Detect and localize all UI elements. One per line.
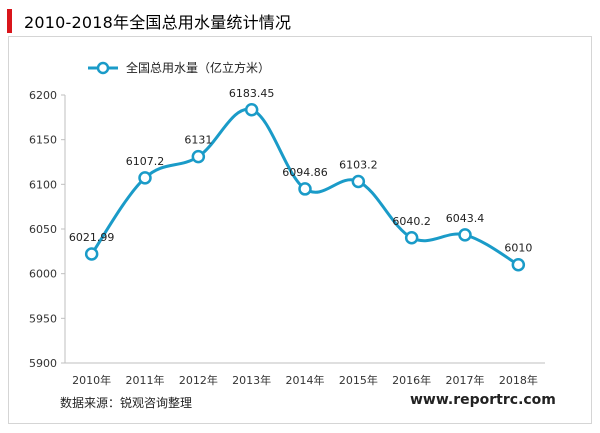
y-tick-label: 6100 xyxy=(29,178,57,191)
x-tick-label: 2014年 xyxy=(286,373,325,387)
series-line xyxy=(90,107,520,267)
data-point xyxy=(84,247,99,261)
legend-swatch-marker xyxy=(96,61,110,75)
data-label: 6021.99 xyxy=(69,231,115,244)
x-tick-label: 2011年 xyxy=(126,373,165,387)
y-tick-label: 5950 xyxy=(29,312,57,325)
data-point xyxy=(191,149,206,164)
y-tick-label: 6000 xyxy=(29,268,57,281)
data-label: 6040.2 xyxy=(392,215,431,228)
y-tick-label: 6150 xyxy=(29,134,57,147)
x-tick-label: 2012年 xyxy=(179,373,218,387)
title-accent-bar xyxy=(7,9,12,33)
data-point xyxy=(298,182,312,196)
website-label: www.reportrc.com xyxy=(410,392,556,408)
title-bar: 2010-2018年全国总用水量统计情况 xyxy=(0,0,600,36)
data-label: 6103.2 xyxy=(339,158,378,171)
x-tick-label: 2010年 xyxy=(72,373,111,387)
data-point xyxy=(351,174,366,189)
x-tick-label: 2013年 xyxy=(232,373,271,387)
page-title: 2010-2018年全国总用水量统计情况 xyxy=(24,13,292,32)
data-label: 6183.45 xyxy=(229,87,275,100)
data-point xyxy=(138,171,152,185)
y-tick-label: 6050 xyxy=(29,223,57,236)
data-label: 6094.86 xyxy=(282,166,328,179)
data-point xyxy=(458,228,472,242)
series-layer: 6021.99 6107.2 6131 6183.45 6094.86 6103.2 604… xyxy=(69,87,532,272)
source-note: 数据来源：锐观咨询整理 xyxy=(60,396,193,410)
data-point xyxy=(511,257,526,272)
x-tick-label: 2015年 xyxy=(339,373,378,387)
data-label: 6043.4 xyxy=(446,212,485,225)
y-tick-label: 5900 xyxy=(29,357,57,370)
data-label: 6131 xyxy=(184,134,212,147)
data-point xyxy=(404,231,419,245)
y-tick-label: 6200 xyxy=(29,89,57,102)
chart-frame xyxy=(8,36,592,424)
x-tick-label: 2017年 xyxy=(446,373,485,387)
legend-label: 全国总用水量（亿立方米） xyxy=(126,60,270,75)
data-point xyxy=(244,103,259,117)
data-label: 6107.2 xyxy=(126,155,165,168)
legend: 全国总用水量（亿立方米） xyxy=(88,60,270,75)
x-tick-label: 2016年 xyxy=(392,373,431,387)
x-tick-label: 2018年 xyxy=(499,373,538,387)
axes: 5900 5950 6000 6050 6100 6150 6200 2010年 2011年 20… xyxy=(29,89,545,387)
data-label: 6010 xyxy=(504,242,532,255)
